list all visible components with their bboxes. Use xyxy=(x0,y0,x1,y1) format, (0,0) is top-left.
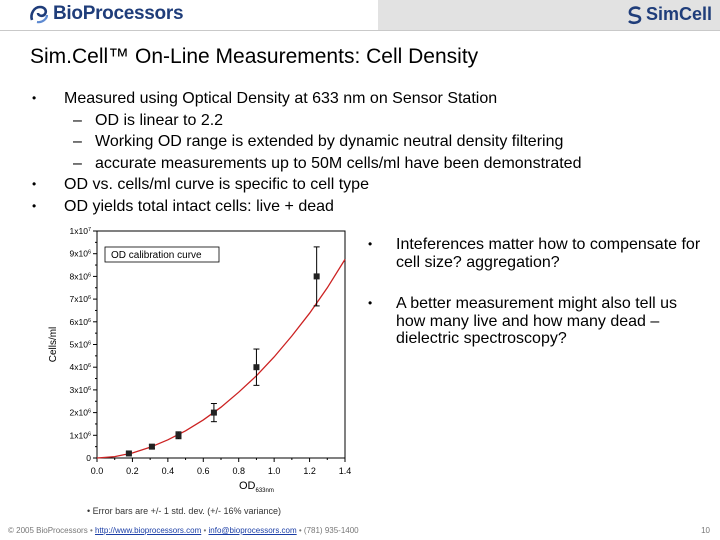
bullet-text: OD yields total intact cells: live + dea… xyxy=(64,197,334,215)
header-divider xyxy=(0,30,720,31)
dash-marker: – xyxy=(73,111,82,129)
y-tick-label: 2x106 xyxy=(70,408,92,418)
y-tick-label: 4x106 xyxy=(70,362,92,372)
footer-website-link[interactable]: http://www.bioprocessors.com xyxy=(94,526,202,535)
y-tick-label: 8x106 xyxy=(70,271,92,281)
error-bar-note: • Error bars are +/- 1 std. dev. (+/- 16… xyxy=(87,506,282,516)
bullet-item: • OD vs. cells/ml curve is specific to c… xyxy=(30,174,710,196)
x-tick-label: 1.0 xyxy=(268,466,281,476)
plot-frame xyxy=(96,230,346,459)
y-tick-exponent: 6 xyxy=(88,431,91,437)
y-tick-exponent: 6 xyxy=(88,272,91,278)
y-axis-label: Cells/ml xyxy=(48,327,59,363)
dash-marker: – xyxy=(73,154,82,172)
data-point xyxy=(125,450,132,457)
simcell-logo-band: SimCell xyxy=(378,0,720,30)
bullet-dot: • xyxy=(32,177,37,192)
bullet-dot: • xyxy=(368,237,373,251)
bullet-dot: • xyxy=(32,198,37,213)
y-tick-label: 3x106 xyxy=(70,385,92,395)
sub-bullet-text: OD is linear to 2.2 xyxy=(95,111,224,129)
fit-curve xyxy=(96,259,346,459)
page-title: Sim.Cell™ On-Line Measurements: Cell Den… xyxy=(30,45,479,68)
y-tick-exponent: 6 xyxy=(88,409,91,415)
header-bar: BioProcessors SimCell xyxy=(0,0,720,31)
y-tick-exponent: 6 xyxy=(88,295,91,301)
footer-phone: • (781) 935-1400 xyxy=(298,526,359,535)
x-tick-label: 1.4 xyxy=(339,466,352,476)
x-axis-label-subscript: 633nm xyxy=(255,488,273,494)
simcell-swirl-icon xyxy=(628,5,642,24)
legend-box xyxy=(104,246,220,263)
data-point xyxy=(253,364,260,371)
side-bullet-text: A better measurement might also tell us … xyxy=(396,295,678,347)
side-bullet-text: Inteferences matter how to compensate fo… xyxy=(396,236,701,271)
x-axis-label: OD633nm xyxy=(239,480,274,494)
x-tick-label: 0.6 xyxy=(197,466,210,476)
footer: © 2005 BioProcessors • http://www.biopro… xyxy=(8,526,359,535)
bullet-text: Measured using Optical Density at 633 nm… xyxy=(64,90,498,107)
sub-bullet-item: – OD is linear to 2.2 xyxy=(30,110,710,132)
y-tick-label: 5x106 xyxy=(70,340,92,350)
y-tick-exponent: 6 xyxy=(88,250,91,256)
y-tick-exponent: 6 xyxy=(88,318,91,324)
bullet-dot: • xyxy=(368,296,373,310)
data-point xyxy=(313,273,320,280)
data-point xyxy=(210,409,217,416)
bullet-item: • Measured using Optical Density at 633 … xyxy=(30,88,710,110)
side-bullet-item: • Inteferences matter how to compensate … xyxy=(368,236,708,271)
data-point xyxy=(148,443,155,450)
x-tick-label: 0.4 xyxy=(162,466,175,476)
y-tick-exponent: 7 xyxy=(88,227,91,233)
sub-bullet-item: – Working OD range is extended by dynami… xyxy=(30,131,710,153)
y-tick-exponent: 6 xyxy=(88,363,91,369)
footer-separator: • xyxy=(203,526,209,535)
simcell-logo: SimCell xyxy=(626,4,712,25)
sub-bullet-item: – accurate measurements up to 50M cells/… xyxy=(30,153,710,175)
x-tick-label: 0.2 xyxy=(126,466,139,476)
footer-copyright: © 2005 BioProcessors xyxy=(8,526,90,535)
footer-separator: • xyxy=(89,526,95,535)
simcell-logo-text: SimCell xyxy=(645,4,712,24)
side-bullet-item: • A better measurement might also tell u… xyxy=(368,295,708,348)
sub-bullet-text: accurate measurements up to 50M cells/ml… xyxy=(95,154,582,172)
y-tick-label: 0 xyxy=(86,453,91,463)
y-tick-exponent: 6 xyxy=(88,386,91,392)
legend-label: OD calibration curve xyxy=(111,250,202,261)
y-tick-label: 7x106 xyxy=(70,294,92,304)
bullet-item: • OD yields total intact cells: live + d… xyxy=(30,196,710,218)
footer-email-link[interactable]: info@bioprocessors.com xyxy=(208,526,297,535)
x-tick-label: 1.2 xyxy=(303,466,316,476)
y-tick-label: 9x106 xyxy=(70,249,92,259)
swirl-icon xyxy=(30,5,49,24)
bullet-dot: • xyxy=(32,91,37,105)
x-tick-label: 0.0 xyxy=(91,466,104,476)
bullet-text: OD vs. cells/ml curve is specific to cel… xyxy=(64,176,369,194)
side-bullet-list: • Inteferences matter how to compensate … xyxy=(368,236,708,372)
dash-marker: – xyxy=(73,133,82,151)
bioprocessors-logo-text: BioProcessors xyxy=(53,3,184,24)
y-tick-exponent: 6 xyxy=(88,341,91,347)
main-bullet-list: • Measured using Optical Density at 633 … xyxy=(30,88,710,218)
y-tick-label: 1x107 xyxy=(70,226,92,236)
x-tick-label: 0.8 xyxy=(232,466,245,476)
sub-bullet-text: Working OD range is extended by dynamic … xyxy=(95,133,564,151)
y-tick-label: 1x106 xyxy=(70,430,92,440)
page-number: 10 xyxy=(701,526,710,535)
bioprocessors-logo: BioProcessors xyxy=(28,3,184,25)
data-point xyxy=(175,432,182,439)
od-calibration-chart: 0 1x106 2x106 3x106 4x106 5x106 6x106 7x106 8x10… xyxy=(48,226,352,494)
y-tick-label: 6x106 xyxy=(70,317,92,327)
